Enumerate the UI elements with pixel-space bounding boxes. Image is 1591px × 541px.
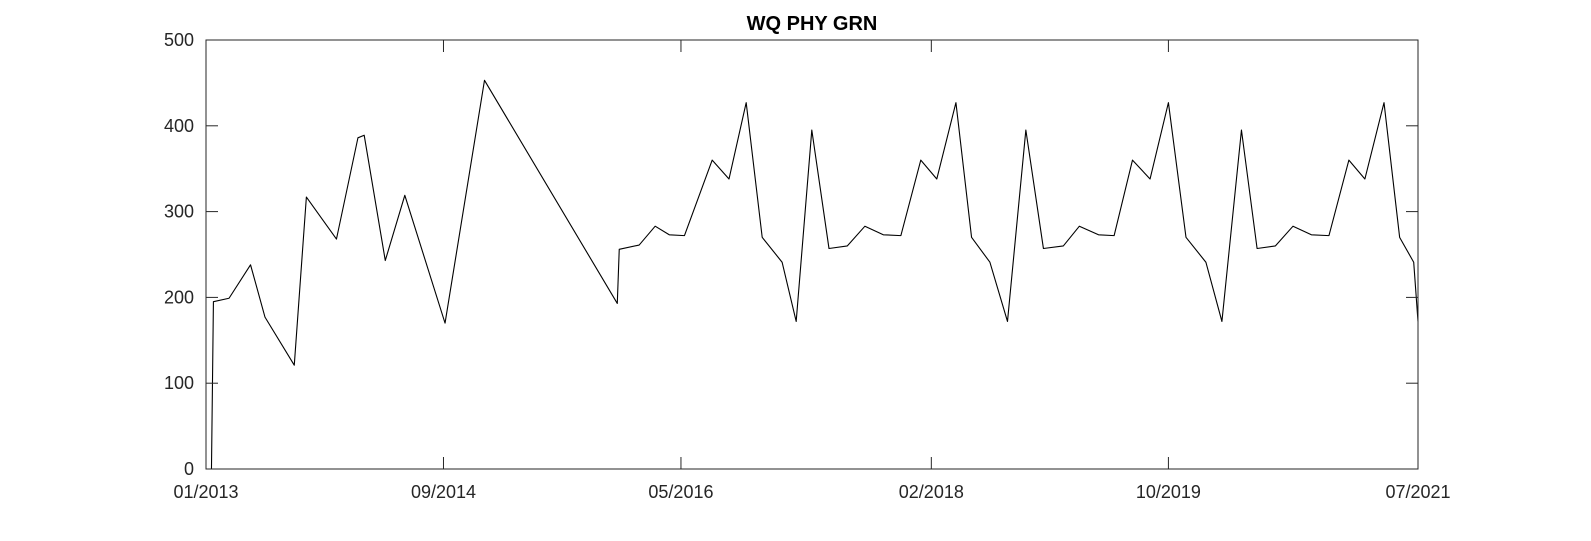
y-tick-label: 400 xyxy=(164,116,194,136)
chart-title: WQ PHY GRN xyxy=(747,13,878,35)
y-tick-label: 100 xyxy=(164,373,194,393)
y-tick-label: 300 xyxy=(164,202,194,222)
x-tick-label: 05/2016 xyxy=(648,482,713,502)
y-tick-label: 0 xyxy=(184,459,194,479)
x-tick-label: 10/2019 xyxy=(1136,482,1201,502)
series-line-0 xyxy=(210,79,1419,470)
axes-box xyxy=(205,39,1419,470)
y-tick-label: 200 xyxy=(164,287,194,307)
y-tick-label: 500 xyxy=(164,30,194,50)
x-tick-label: 07/2021 xyxy=(1385,482,1450,502)
x-tick-label: 02/2018 xyxy=(899,482,964,502)
x-tick-label: 09/2014 xyxy=(411,482,476,502)
axes: 01/2013 09/2014 05/2016 02/2018 10/2019 07/20… xyxy=(164,30,1451,502)
plot-area xyxy=(210,79,1419,470)
x-tick-label: 01/2013 xyxy=(173,482,238,502)
